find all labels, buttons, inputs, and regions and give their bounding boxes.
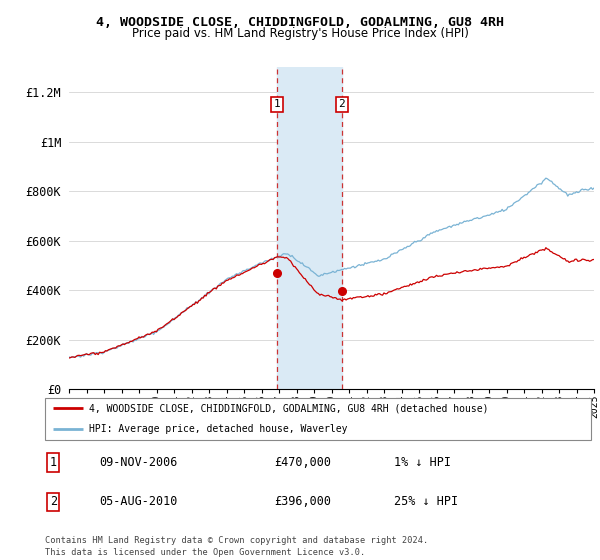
Text: 2: 2: [338, 99, 345, 109]
Bar: [277, 67, 342, 389]
Text: 1: 1: [274, 99, 280, 109]
Text: 09-NOV-2006: 09-NOV-2006: [100, 456, 178, 469]
Text: 4, WOODSIDE CLOSE, CHIDDINGFOLD, GODALMING, GU8 4RH: 4, WOODSIDE CLOSE, CHIDDINGFOLD, GODALMI…: [96, 16, 504, 29]
Text: 4, WOODSIDE CLOSE, CHIDDINGFOLD, GODALMING, GU8 4RH (detached house): 4, WOODSIDE CLOSE, CHIDDINGFOLD, GODALMI…: [89, 403, 488, 413]
Text: Price paid vs. HM Land Registry's House Price Index (HPI): Price paid vs. HM Land Registry's House …: [131, 27, 469, 40]
Text: Contains HM Land Registry data © Crown copyright and database right 2024.: Contains HM Land Registry data © Crown c…: [45, 536, 428, 545]
Text: 25% ↓ HPI: 25% ↓ HPI: [394, 495, 458, 508]
Text: £470,000: £470,000: [274, 456, 331, 469]
Text: £396,000: £396,000: [274, 495, 331, 508]
Text: This data is licensed under the Open Government Licence v3.0.: This data is licensed under the Open Gov…: [45, 548, 365, 557]
Text: HPI: Average price, detached house, Waverley: HPI: Average price, detached house, Wave…: [89, 424, 347, 434]
FancyBboxPatch shape: [45, 398, 591, 440]
Text: 05-AUG-2010: 05-AUG-2010: [100, 495, 178, 508]
Text: 2: 2: [50, 495, 57, 508]
Text: 1: 1: [50, 456, 57, 469]
Text: 1% ↓ HPI: 1% ↓ HPI: [394, 456, 451, 469]
